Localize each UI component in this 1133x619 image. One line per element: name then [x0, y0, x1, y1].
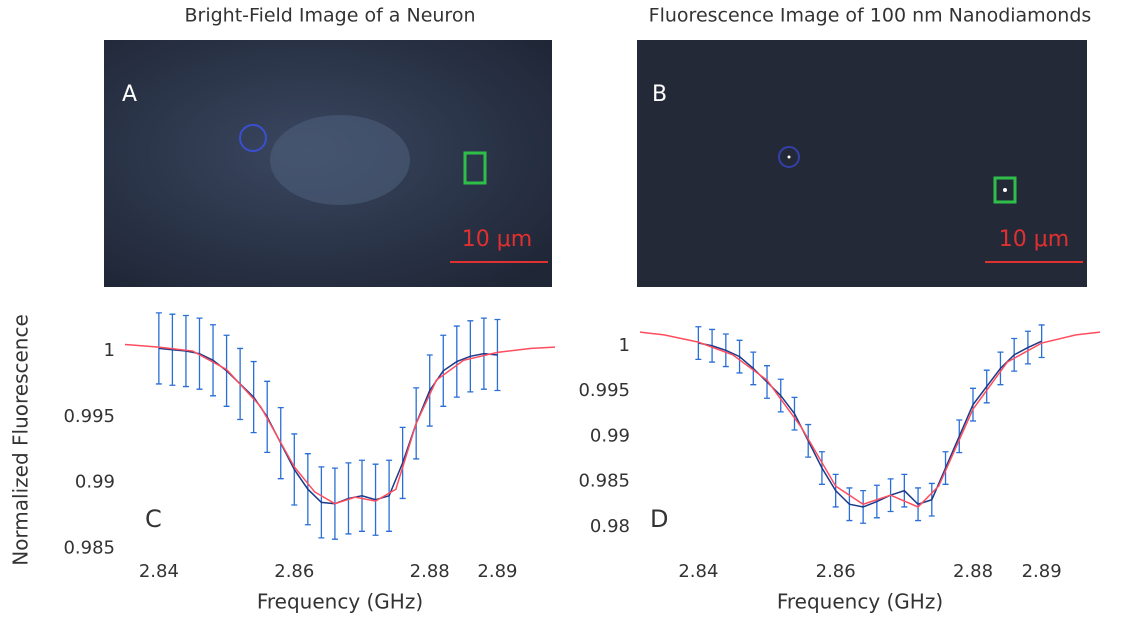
x-tick-label: 2.88	[410, 561, 450, 582]
y-tick-label: 0.98	[590, 516, 630, 537]
panel-label: A	[122, 82, 137, 107]
y-tick-label: 0.995	[578, 380, 630, 401]
panel-label: B	[652, 82, 667, 107]
marker-square	[463, 151, 487, 185]
scale-label: 10 μm	[999, 227, 1069, 252]
y-tick-label: 1	[619, 335, 630, 356]
data-line	[698, 340, 1042, 508]
error-bar	[695, 326, 702, 360]
x-tick-label: 2.86	[274, 561, 314, 582]
particle	[1003, 188, 1007, 192]
y-tick-label: 0.99	[75, 472, 115, 493]
y-tick-label: 0.99	[590, 425, 630, 446]
x-axis-label: Frequency (GHz)	[777, 590, 943, 614]
y-axis-label: Normalized Fluorescence	[9, 314, 33, 566]
x-tick-label: 2.89	[477, 561, 517, 582]
y-tick-label: 0.995	[63, 406, 115, 427]
y-tick-label: 0.985	[63, 537, 115, 558]
image-title: Bright-Field Image of a Neuron	[184, 5, 475, 27]
marker-square	[993, 176, 1017, 204]
x-tick-label: 2.89	[1022, 561, 1062, 582]
marker-circle	[239, 124, 267, 152]
x-tick-label: 2.84	[139, 561, 179, 582]
image-b: B 10 μm	[637, 40, 1087, 287]
fit-line	[124, 343, 556, 505]
marker-circle	[778, 146, 800, 168]
x-tick-label: 2.88	[953, 561, 993, 582]
panel-label: C	[145, 505, 162, 533]
x-axis-label: Frequency (GHz)	[257, 590, 423, 614]
error-bar	[494, 318, 501, 392]
image-title: Fluorescence Image of 100 nm Nanodiamond…	[649, 5, 1092, 27]
image-a: A 10 μm	[104, 40, 552, 287]
fit-line	[639, 331, 1101, 508]
x-tick-label: 2.86	[816, 561, 856, 582]
y-tick-label: 0.985	[578, 471, 630, 492]
y-tick-label: 1	[104, 340, 115, 361]
data-line	[158, 347, 498, 505]
cell-body	[270, 115, 410, 205]
panel-label: D	[650, 505, 668, 533]
image-background	[637, 40, 1087, 287]
particle	[787, 155, 791, 159]
x-tick-label: 2.84	[678, 561, 718, 582]
scale-label: 10 μm	[462, 227, 532, 252]
error-bar	[155, 312, 162, 385]
